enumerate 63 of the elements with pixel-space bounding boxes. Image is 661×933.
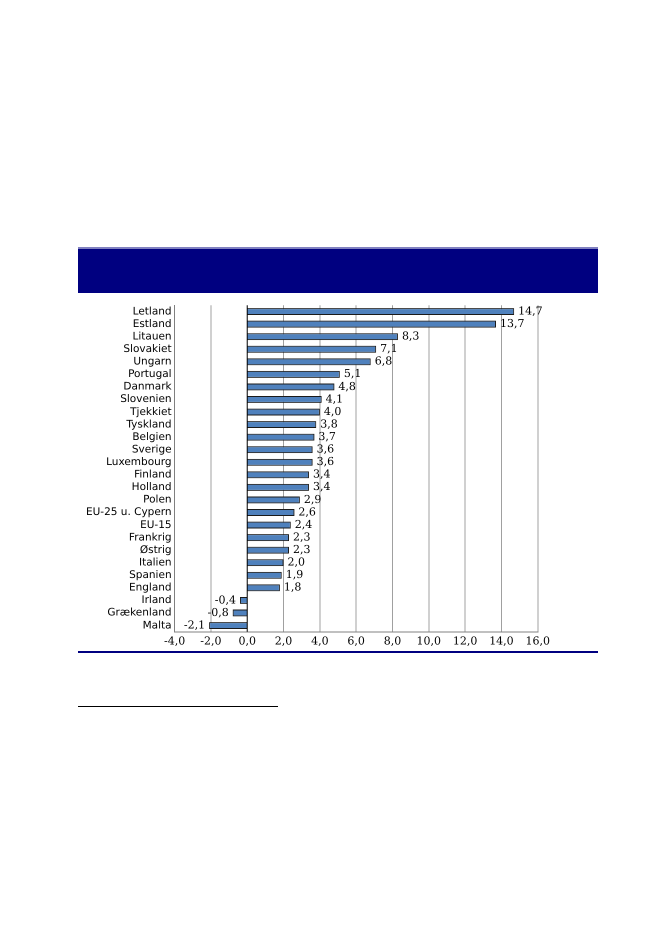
data-label: 3,6 [316, 455, 334, 468]
data-label: 4,1 [326, 392, 344, 406]
x-tick-label: 4,0 [311, 634, 329, 648]
y-tick-label: Estland [132, 318, 172, 330]
y-tick-label: Spanien [129, 569, 172, 582]
y-tick-label: Holland [132, 481, 172, 494]
x-tick-label: 12,0 [452, 634, 478, 648]
y-tick-label: Letland [132, 305, 172, 318]
data-label: 2,3 [292, 543, 310, 556]
y-tick-label: Danmark [123, 380, 173, 393]
data-label: 6,8 [374, 354, 392, 368]
x-tick-label: 8,0 [384, 634, 402, 648]
y-tick-label: Østrig [140, 544, 172, 556]
data-label: 14,7 [518, 304, 543, 318]
y-tick-label: Grækenland [107, 606, 172, 619]
y-tick-label: Litauen [132, 330, 172, 342]
data-label: 8,3 [402, 330, 420, 343]
data-label: 2,9 [304, 492, 322, 506]
x-tick-label: 10,0 [416, 634, 442, 648]
y-tick-label: Frankrig [128, 531, 172, 544]
data-label: 3,4 [312, 480, 330, 494]
y-tick-label: Polen [143, 494, 172, 506]
y-tick-label: Ungarn [133, 356, 172, 368]
x-tick-label: 16,0 [526, 634, 550, 648]
y-tick-label: Slovenien [120, 393, 172, 406]
data-label: 4,8 [338, 380, 356, 393]
data-label: 3,8 [320, 417, 338, 430]
data-label: 2,0 [288, 556, 306, 569]
x-tick-label: 14,0 [489, 634, 514, 648]
data-label: -0,8 [207, 606, 229, 619]
y-tick-label: Tyskland [125, 418, 172, 430]
x-tick-label: 0,0 [238, 634, 256, 648]
y-tick-label: Italien [138, 556, 172, 568]
x-tick-label: 6,0 [347, 634, 365, 648]
data-label: 3,4 [312, 468, 330, 481]
data-label: 4,0 [324, 404, 342, 418]
data-label: 2,3 [292, 530, 310, 544]
data-label: -2,1 [184, 618, 206, 632]
y-tick-label: Sverige [132, 443, 172, 456]
data-label: 1,9 [286, 568, 304, 582]
data-label: 7,1 [380, 342, 398, 356]
y-tick-label: Slovakiet [123, 342, 172, 355]
y-tick-label: Portugal [128, 368, 172, 380]
data-label: -0,4 [214, 593, 236, 606]
y-tick-label: Tjekkiet [129, 406, 172, 418]
y-tick-label: EU-25 u. Cypern [86, 506, 172, 518]
y-tick-label: Malta [142, 619, 172, 632]
y-tick-label: England [128, 582, 172, 594]
data-label: 2,6 [298, 505, 316, 518]
x-tick-label: 2,0 [274, 634, 292, 648]
y-tick-label: Finland [134, 468, 172, 481]
y-tick-label: Irland [142, 594, 172, 606]
data-label: 2,4 [294, 518, 312, 531]
x-tick-label: -2,0 [200, 634, 222, 648]
data-label: 3,6 [316, 442, 334, 456]
x-tick-label: -4,0 [164, 634, 186, 648]
y-tick-label: Belgien [132, 430, 172, 443]
y-tick-label: Luxembourg [106, 456, 172, 468]
data-label: 1,8 [284, 580, 302, 594]
data-label: 13,7 [500, 316, 524, 330]
data-label: 5,1 [344, 367, 362, 380]
y-tick-label: EU-15 [140, 518, 172, 531]
data-label: 3,7 [318, 430, 336, 444]
